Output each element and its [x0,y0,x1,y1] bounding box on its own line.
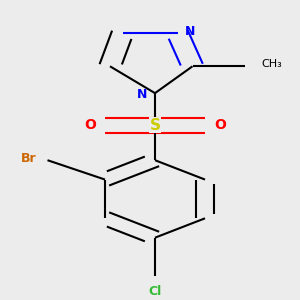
Text: N: N [137,88,148,101]
Text: CH₃: CH₃ [261,59,282,70]
Text: Cl: Cl [148,285,162,298]
Text: O: O [214,118,226,132]
Text: Br: Br [21,152,37,165]
Text: O: O [84,118,96,132]
Text: N: N [185,25,195,38]
Text: S: S [149,118,161,133]
